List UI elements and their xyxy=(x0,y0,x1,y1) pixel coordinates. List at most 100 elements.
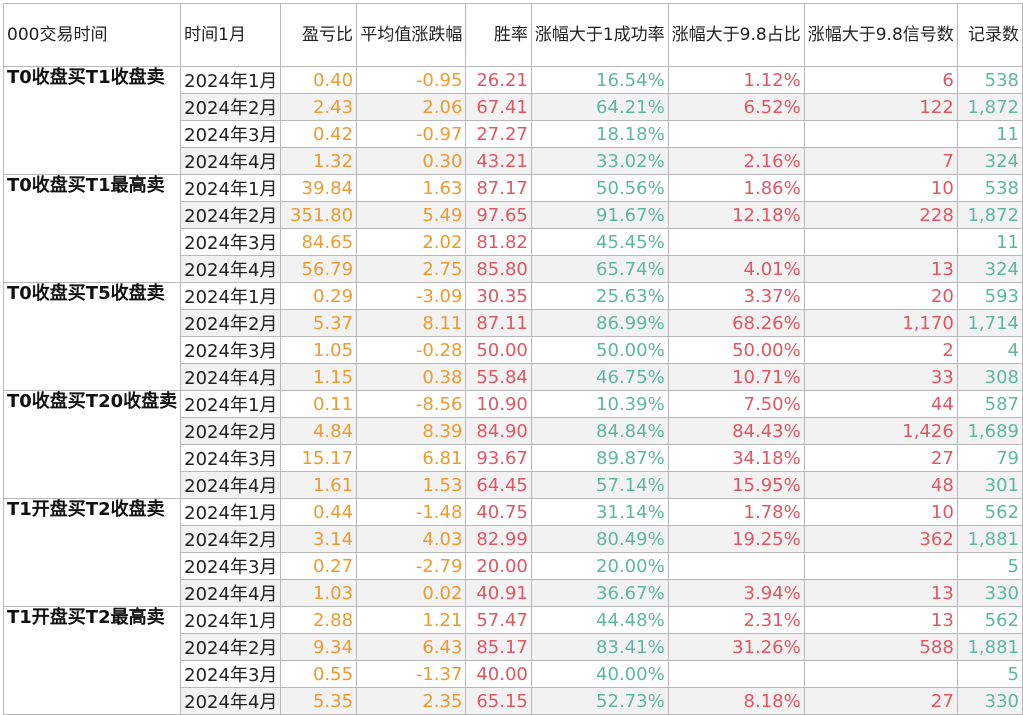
signal-count-cell: 13 xyxy=(803,579,958,607)
avg-change-cell: 2.75 xyxy=(356,255,467,283)
signal-count-cell: 6 xyxy=(803,66,958,94)
avg-change-cell: 4.03 xyxy=(356,525,467,553)
win-rate-cell: 20.00 xyxy=(465,552,532,580)
signal-count-cell: 1,170 xyxy=(803,309,958,337)
table-row: 2024年3月 0.42 -0.97 27.27 18.18% 11 xyxy=(4,120,1023,148)
table-body: T0收盘买T1收盘卖 2024年1月 0.40 -0.95 26.21 16.54% 1.1… xyxy=(2,66,1023,715)
win-rate-cell: 43.21 xyxy=(465,147,532,175)
signal-count-cell: 1,426 xyxy=(803,417,958,445)
table-row: T0收盘买T1最高卖 2024年1月 39.84 1.63 87.17 50.56% 1.8… xyxy=(2,174,1023,283)
header-win-rate: 胜率 xyxy=(465,3,532,67)
win-rate-cell: 93.67 xyxy=(465,444,532,472)
signal-count-cell: 2 xyxy=(803,336,958,364)
success-rate-cell: 44.48% xyxy=(530,606,669,634)
table-row: 2024年3月 84.65 2.02 81.82 45.45% 11 xyxy=(4,228,1023,256)
profit-loss-ratio-cell: 2.88 xyxy=(280,606,358,634)
profit-loss-ratio-cell: 1.03 xyxy=(280,579,358,607)
signal-count-cell: 10 xyxy=(803,498,958,526)
profit-loss-ratio-cell: 56.79 xyxy=(280,255,358,283)
month-cell: 2024年1月 xyxy=(180,66,282,94)
strategy-name-cell: T0收盘买T20收盘卖 xyxy=(2,390,182,499)
avg-change-cell: -8.56 xyxy=(356,390,467,418)
profit-loss-ratio-cell: 5.35 xyxy=(280,687,358,715)
win-rate-cell: 40.00 xyxy=(465,660,532,688)
month-cell: 2024年1月 xyxy=(180,174,282,202)
header-gain-over-1-success-rate: 涨幅大于1成功率 xyxy=(530,3,669,67)
signal-count-cell: 13 xyxy=(803,606,958,634)
gain-9-8-ratio-cell: 68.26% xyxy=(667,309,805,337)
win-rate-cell: 67.41 xyxy=(465,93,532,121)
strategy-name-cell: T0收盘买T5收盘卖 xyxy=(2,282,182,391)
record-count-cell: 562 xyxy=(956,498,1023,526)
record-count-cell: 5 xyxy=(956,660,1023,688)
success-rate-cell: 40.00% xyxy=(530,660,669,688)
signal-count-cell: 228 xyxy=(803,201,958,229)
profit-loss-ratio-cell: 0.11 xyxy=(280,390,358,418)
table-row: 2024年4月 1.15 0.38 55.84 46.75% 10.71% 33 308 xyxy=(4,363,1023,391)
success-rate-cell: 46.75% xyxy=(530,363,669,391)
record-count-cell: 4 xyxy=(956,336,1023,364)
profit-loss-ratio-cell: 351.80 xyxy=(280,201,358,229)
table-row: 2024年4月 56.79 2.75 85.80 65.74% 4.01% 13 324 xyxy=(4,255,1023,283)
month-cell: 2024年4月 xyxy=(180,363,282,391)
profit-loss-ratio-cell: 3.14 xyxy=(280,525,358,553)
record-count-cell: 1,881 xyxy=(956,525,1023,553)
gain-9-8-ratio-cell: 4.01% xyxy=(667,255,805,283)
profit-loss-ratio-cell: 4.84 xyxy=(280,417,358,445)
table-row: 2024年3月 0.27 -2.79 20.00 20.00% 5 xyxy=(4,552,1023,580)
month-cell: 2024年3月 xyxy=(180,336,282,364)
record-count-cell: 1,872 xyxy=(956,201,1023,229)
record-count-cell: 11 xyxy=(956,120,1023,148)
record-count-cell: 1,714 xyxy=(956,309,1023,337)
strategy-name-cell: T1开盘买T2最高卖 xyxy=(2,606,182,715)
profit-loss-ratio-cell: 9.34 xyxy=(280,633,358,661)
strategy-name-cell: T0收盘买T1最高卖 xyxy=(2,174,182,283)
header-profit-loss-ratio: 盈亏比 xyxy=(280,3,358,67)
profit-loss-ratio-cell: 1.15 xyxy=(280,363,358,391)
table-row: 2024年3月 0.55 -1.37 40.00 40.00% 5 xyxy=(4,660,1023,688)
signal-count-cell: 44 xyxy=(803,390,958,418)
month-cell: 2024年2月 xyxy=(180,417,282,445)
success-rate-cell: 91.67% xyxy=(530,201,669,229)
stats-table: 000交易时间 时间1月 盈亏比 平均值涨跌幅 胜率 涨幅大于1成功率 涨幅大于… xyxy=(2,3,1023,715)
signal-count-cell: 13 xyxy=(803,255,958,283)
table-row: 2024年4月 1.61 1.53 64.45 57.14% 15.95% 48 301 xyxy=(4,471,1023,499)
table-row: 2024年2月 2.43 2.06 67.41 64.21% 6.52% 122 1,872 xyxy=(4,93,1023,121)
win-rate-cell: 87.17 xyxy=(465,174,532,202)
avg-change-cell: 0.02 xyxy=(356,579,467,607)
win-rate-cell: 10.90 xyxy=(465,390,532,418)
profit-loss-ratio-cell: 39.84 xyxy=(280,174,358,202)
avg-change-cell: -0.28 xyxy=(356,336,467,364)
signal-count-cell: 362 xyxy=(803,525,958,553)
avg-change-cell: -0.95 xyxy=(356,66,467,94)
record-count-cell: 324 xyxy=(956,255,1023,283)
success-rate-cell: 84.84% xyxy=(530,417,669,445)
table-row: 2024年4月 1.03 0.02 40.91 36.67% 3.94% 13 330 xyxy=(4,579,1023,607)
signal-count-cell xyxy=(803,228,958,256)
month-cell: 2024年3月 xyxy=(180,444,282,472)
strategy-name-cell: T1开盘买T2收盘卖 xyxy=(2,498,182,607)
table-row: 2024年2月 4.84 8.39 84.90 84.84% 84.43% 1,426 1,6… xyxy=(4,417,1023,445)
win-rate-cell: 27.27 xyxy=(465,120,532,148)
month-cell: 2024年2月 xyxy=(180,633,282,661)
record-count-cell: 587 xyxy=(956,390,1023,418)
signal-count-cell xyxy=(803,120,958,148)
success-rate-cell: 33.02% xyxy=(530,147,669,175)
header-gain-over-9-8-ratio: 涨幅大于9.8占比 xyxy=(667,3,805,67)
gain-9-8-ratio-cell: 3.37% xyxy=(667,282,805,310)
table-row: T1开盘买T2最高卖 2024年1月 2.88 1.21 57.47 44.48% 2.31… xyxy=(2,606,1023,715)
gain-9-8-ratio-cell: 2.31% xyxy=(667,606,805,634)
gain-9-8-ratio-cell xyxy=(667,660,805,688)
table-row: 2024年3月 15.17 6.81 93.67 89.87% 34.18% 27 79 xyxy=(4,444,1023,472)
success-rate-cell: 18.18% xyxy=(530,120,669,148)
profit-loss-ratio-cell: 0.44 xyxy=(280,498,358,526)
signal-count-cell: 33 xyxy=(803,363,958,391)
table-row: T1开盘买T2收盘卖 2024年1月 0.44 -1.48 40.75 31.14% 1.7… xyxy=(2,498,1023,607)
success-rate-cell: 57.14% xyxy=(530,471,669,499)
gain-9-8-ratio-cell: 15.95% xyxy=(667,471,805,499)
gain-9-8-ratio-cell: 31.26% xyxy=(667,633,805,661)
table-row: T0收盘买T20收盘卖 2024年1月 0.11 -8.56 10.90 10.39% 7.… xyxy=(2,390,1023,499)
signal-count-cell xyxy=(803,552,958,580)
table-row: 2024年2月 351.80 5.49 97.65 91.67% 12.18% 228 1,8… xyxy=(4,201,1023,229)
profit-loss-ratio-cell: 15.17 xyxy=(280,444,358,472)
